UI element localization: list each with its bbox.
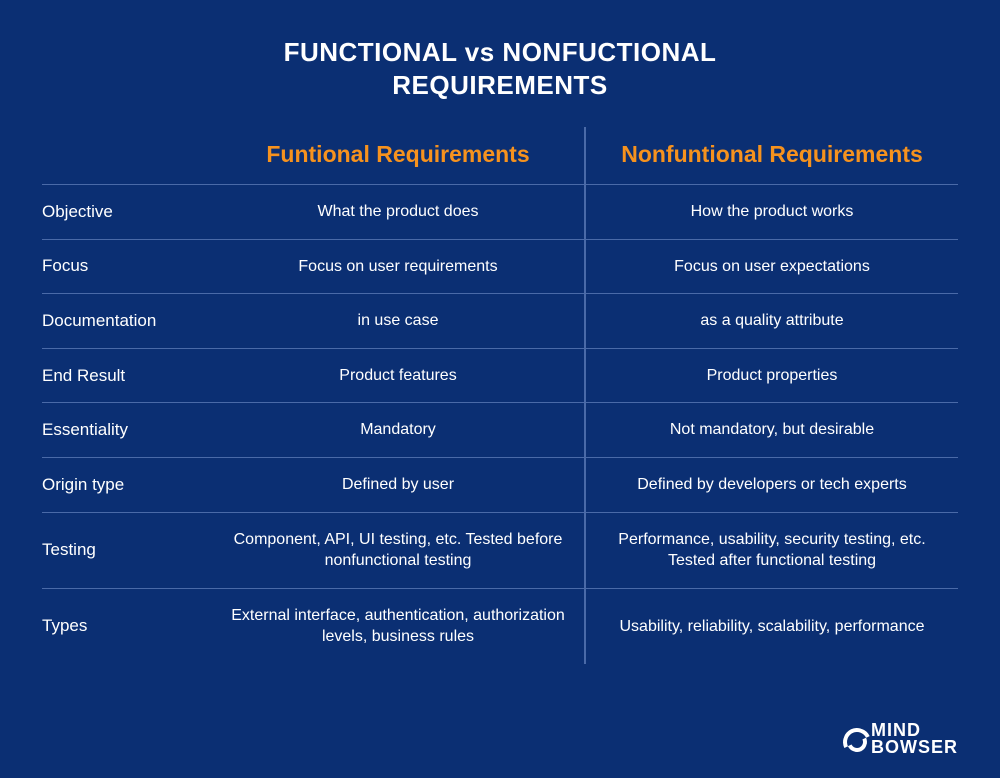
comparison-table: Funtional Requirements Nonfuntional Requ… [42,127,958,664]
row-label: Focus [42,239,212,294]
row-label: Documentation [42,293,212,348]
table-header-nonfunctional: Nonfuntional Requirements [585,127,958,184]
logo-text: MIND BOWSER [871,722,958,756]
table-cell: Focus on user requirements [212,239,585,294]
logo-swirl-icon [843,728,865,750]
table-cell: External interface, authentication, auth… [212,588,585,664]
table-cell: Not mandatory, but desirable [585,402,958,457]
table-cell: Focus on user expectations [585,239,958,294]
row-label: Origin type [42,457,212,512]
row-label: Objective [42,184,212,239]
title-line-1: FUNCTIONAL vs NONFUCTIONAL [284,37,717,67]
row-label: Testing [42,512,212,588]
table-cell: Product features [212,348,585,403]
table-cell: Defined by developers or tech experts [585,457,958,512]
table-cell: Performance, usability, security testing… [585,512,958,588]
row-label: Essentiality [42,402,212,457]
table-cell: Usability, reliability, scalability, per… [585,588,958,664]
table-header-blank [42,127,212,184]
title-line-2: REQUIREMENTS [392,70,607,100]
row-label: End Result [42,348,212,403]
table-cell: in use case [212,293,585,348]
table-cell: Defined by user [212,457,585,512]
logo-line-2: BOWSER [871,737,958,757]
table-cell: as a quality attribute [585,293,958,348]
table-header-functional: Funtional Requirements [212,127,585,184]
table-cell: How the product works [585,184,958,239]
row-label: Types [42,588,212,664]
brand-logo: MIND BOWSER [843,722,958,756]
table-cell: Component, API, UI testing, etc. Tested … [212,512,585,588]
page-title: FUNCTIONAL vs NONFUCTIONAL REQUIREMENTS [42,36,958,101]
table-cell: What the product does [212,184,585,239]
comparison-card: FUNCTIONAL vs NONFUCTIONAL REQUIREMENTS … [0,0,1000,778]
table-cell: Product properties [585,348,958,403]
table-cell: Mandatory [212,402,585,457]
